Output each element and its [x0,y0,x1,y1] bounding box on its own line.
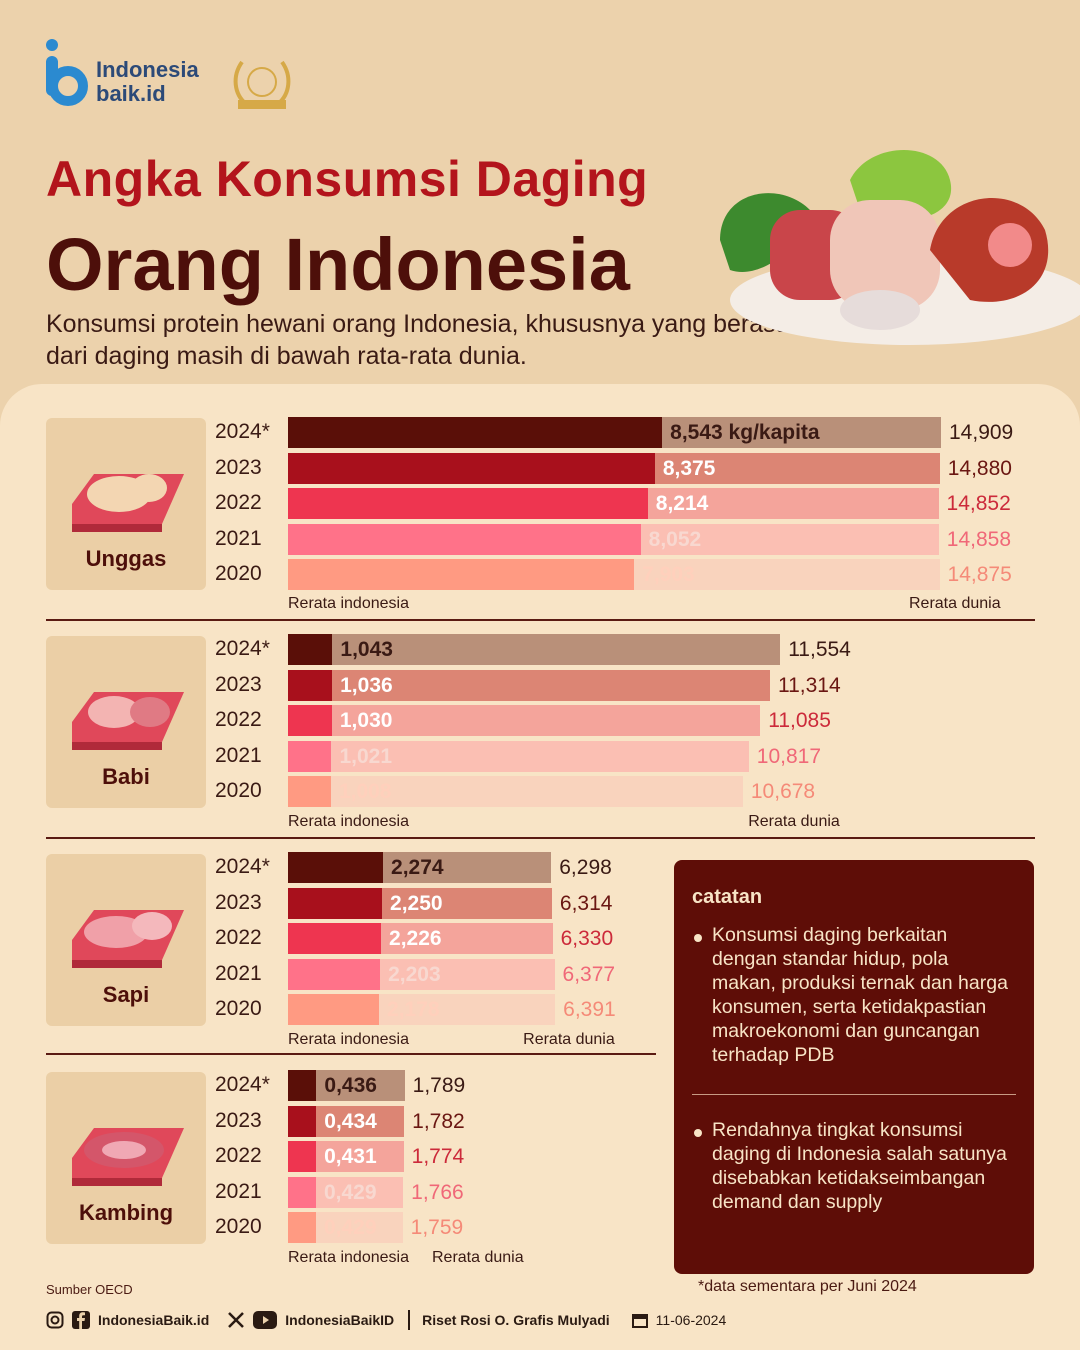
title-line-1: Angka Konsumsi Daging [46,151,649,207]
indonesiabaik-logo-icon [46,39,88,106]
section-divider [46,837,1035,839]
notes-separator [692,1094,1016,1095]
pork-tray-icon [72,692,184,750]
facebook-icon[interactable] [72,1311,90,1329]
source-label: Sumber OECD [46,1282,133,1297]
note-item-1: Konsumsi daging berkaitan dengan standar… [712,924,1008,1066]
instagram-icon[interactable] [46,1311,64,1329]
category-label: Unggas [85,546,167,571]
notes-title: catatan [692,886,763,908]
category-card-unggas: Unggas [46,418,206,590]
meat-platter-illustration-icon [720,150,1080,345]
bullet-icon [694,1129,702,1137]
social-handle-1[interactable]: IndonesiaBaik.id [98,1312,210,1328]
category-card-kambing: Kambing [46,1072,206,1244]
subtitle: Konsumsi protein hewani orang Indonesia,… [46,310,796,370]
category-label: Babi [102,764,150,789]
footnote: *data sementara per Juni 2024 [698,1278,917,1295]
category-card-babi: Babi [46,636,206,808]
date: 11-06-2024 [655,1312,727,1328]
title-line-2: Orang Indonesia [46,223,630,306]
brand-name: Indonesia baik.id [96,57,199,106]
category-card-sapi: Sapi [46,854,206,1026]
credits: Riset Rosi O. Grafis Mulyadi [422,1312,610,1328]
footer-separator [408,1310,411,1330]
category-label: Kambing [78,1200,174,1225]
award-laurel-icon [233,60,291,109]
beef-tray-icon [72,910,184,968]
section-divider [46,1053,656,1055]
bullet-icon [694,934,702,942]
footer: IndonesiaBaik.id IndonesiaBaikID Riset R… [46,1310,726,1330]
goat-meat-tray-icon [72,1128,184,1186]
social-handle-2[interactable]: IndonesiaBaikID [285,1312,395,1328]
note-item-2: Rendahnya tingkat konsumsi daging di Ind… [712,1119,1007,1213]
youtube-icon[interactable] [253,1311,278,1329]
x-icon[interactable] [227,1311,245,1329]
chicken-tray-icon [72,474,184,532]
category-label: Sapi [102,982,150,1007]
calendar-icon [631,1314,648,1328]
section-divider [46,619,1035,621]
notes-box: catatan Konsumsi daging berkaitan dengan… [674,860,1034,1274]
